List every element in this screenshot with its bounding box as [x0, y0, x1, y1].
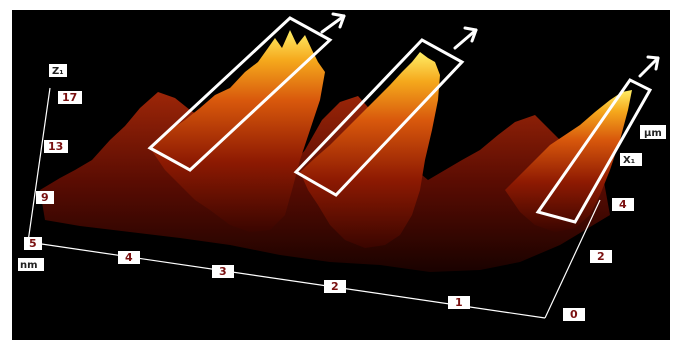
arrow-icon-1	[320, 12, 346, 34]
highlight-box-3	[535, 78, 653, 224]
arrow-icon-2	[453, 26, 478, 50]
arrow-icon-3	[638, 55, 660, 78]
y-tick-3: 3	[219, 265, 227, 278]
z-tick-17: 17	[62, 91, 77, 104]
x-axis-title: X₁	[623, 155, 635, 166]
z-axis-title: Z₁	[52, 66, 64, 77]
surface-ridge-1	[150, 30, 325, 232]
y-tick-1: 1	[455, 296, 463, 309]
z-tick-9: 9	[41, 191, 49, 204]
z-tick-13: 13	[48, 140, 63, 153]
x-axis-labels: 0 2 4 X₁ µm	[563, 125, 666, 321]
x-axis-unit: µm	[644, 128, 662, 139]
y-tick-4: 4	[125, 251, 133, 264]
y-axis-labels: 4 3 2 1	[118, 251, 470, 309]
z-axis-title-box	[49, 64, 67, 77]
z-tick-5: 5	[29, 237, 37, 250]
surface-ridge-3	[505, 90, 632, 232]
z-axis-unit: nm	[20, 260, 38, 271]
surface-ridge-2	[300, 52, 440, 248]
x-tick-4: 4	[619, 198, 627, 211]
y-tick-2: 2	[331, 280, 339, 293]
highlight-box-1	[147, 16, 333, 172]
x-tick-2: 2	[597, 250, 605, 263]
highlight-box-2	[293, 38, 465, 197]
x-tick-0: 0	[570, 308, 578, 321]
z-axis-labels: Z₁ 17 13 9 5 nm	[18, 64, 82, 271]
